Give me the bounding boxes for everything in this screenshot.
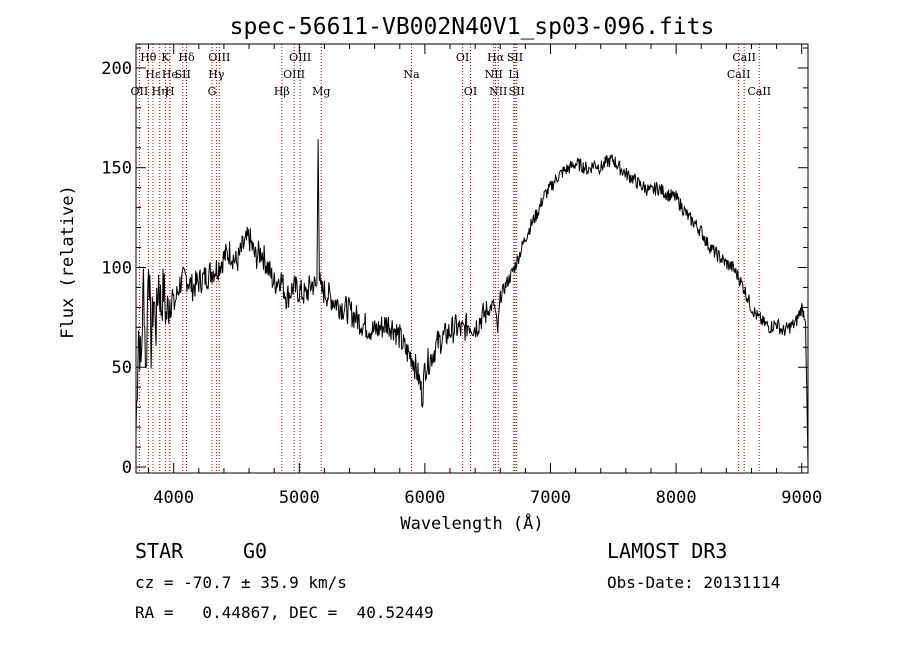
spectral-line-label: K [161,51,170,64]
classification-label: STAR [135,539,184,563]
spectral-line-label: CaII [747,85,771,98]
spectral-line-label: Hθ [140,51,157,64]
spectral-line-label: CaII [727,68,751,81]
spectral-line-label: Hα [487,51,505,64]
spectral-line-label: Hη [152,85,168,98]
spectral-line-label: Mg [312,85,330,98]
spectral-line-label: OIII [283,68,305,81]
x-tick-label: 7000 [530,488,571,508]
coordinates-text: RA = 0.44867, DEC = 40.52449 [135,603,434,622]
y-axis-label: Flux (relative) [58,185,78,339]
x-tick-label: 9000 [781,488,822,508]
obs-date-text: Obs-Date: 20131114 [607,573,781,592]
y-tick-label: 200 [101,59,132,79]
spectral-line-label: G [208,85,217,98]
x-axis-ticks: 4000 5000 6000 7000 8000 9000 [148,44,822,508]
y-tick-label: 100 [101,258,132,278]
spectral-line-label: CaII [732,51,756,64]
x-tick-label: 6000 [404,488,445,508]
y-tick-label: 0 [122,458,132,478]
x-axis-label: Wavelength (Å) [400,512,543,534]
spectral-line-label: Hγ [208,68,225,81]
x-tick-label: 4000 [153,488,194,508]
spectral-line-label: Hδ [178,51,195,64]
y-tick-label: 50 [112,358,132,378]
spectrum-line [135,139,809,468]
spectral-line-label: NII [485,68,503,81]
spectral-line-label: SII [509,85,525,98]
spectral-line-label: Na [403,68,420,81]
survey-label: LAMOST DR3 [607,539,728,563]
spectral-line-label: OIII [289,51,311,64]
spectral-line-label: Hε [145,68,161,81]
spectral-line-label: OIII [208,51,230,64]
spectral-line-label: He [162,68,178,81]
spectral-line-label: OI [456,51,469,64]
spectral-line-markers [138,44,760,473]
chart-title: spec-56611-VB002N40V1_sp03-096.fits [230,14,715,40]
spectral-line-label: SII [175,68,191,81]
y-tick-label: 150 [101,159,132,179]
subclass-label: G0 [243,539,268,563]
spectral-line-label: Li [508,68,519,81]
spectral-line-label: H [165,85,175,98]
redshift-text: cz = -70.7 ± 35.9 km/s [135,573,347,592]
y-axis-ticks: 0 50 100 150 200 [101,47,808,478]
spectral-line-label: OII [131,85,149,98]
x-tick-label: 8000 [656,488,697,508]
x-tick-label: 5000 [279,488,320,508]
plot-frame [135,43,809,474]
spectral-line-label: OI [464,85,477,98]
spectral-line-label: SII [507,51,523,64]
spectral-line-label: NII [489,85,507,98]
spectral-line-label: Hβ [274,85,290,98]
